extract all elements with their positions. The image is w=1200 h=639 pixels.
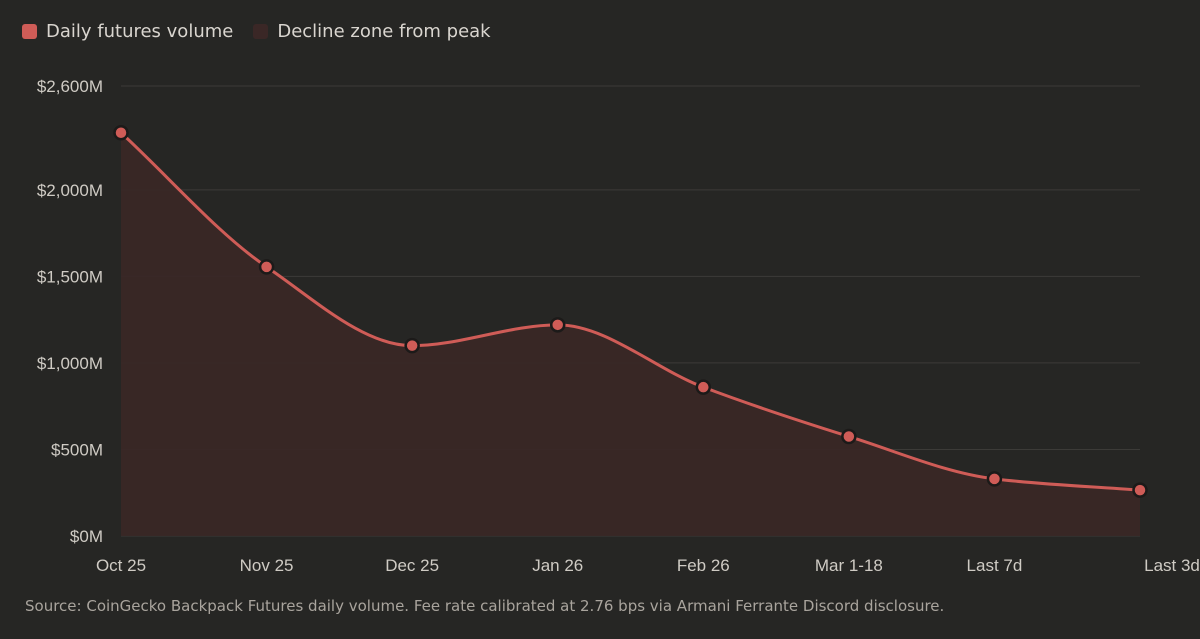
volume-data-point [695, 379, 712, 395]
legend-label-decline-zone: Decline zone from peak [277, 21, 491, 42]
legend-swatch-decline-zone [253, 24, 269, 39]
decline-zone-area [121, 132, 1140, 536]
x-tick-label: Mar 1-18 [815, 556, 883, 575]
chart-legend: Daily futures volume Decline zone from p… [22, 21, 511, 42]
legend-swatch-volume [22, 24, 37, 39]
x-tick-label: Feb 26 [677, 556, 730, 575]
source-note: Source: CoinGecko Backpack Futures daily… [25, 597, 945, 615]
x-tick-label: Nov 25 [240, 556, 294, 575]
volume-data-point [841, 428, 857, 445]
volume-data-point [113, 124, 129, 141]
x-tick-label: Last 7d [967, 556, 1023, 575]
legend-item-decline-zone: Decline zone from peak [253, 21, 491, 42]
volume-data-points [113, 124, 1148, 498]
x-axis-ticks: Oct 25 Nov 25 Dec 25 Jan 26 Feb 26 Mar 1-18 La… [96, 556, 1200, 575]
y-tick-label: $500M [51, 440, 103, 459]
y-tick-label: $1,000M [37, 354, 103, 373]
volume-data-point [404, 337, 420, 354]
y-tick-label: $1,500M [37, 267, 103, 286]
volume-data-point [549, 317, 566, 333]
decline-zone-fill [121, 132, 1140, 536]
legend-item-volume: Daily futures volume [22, 21, 233, 42]
legend-label-volume: Daily futures volume [46, 21, 234, 42]
volume-data-point [258, 259, 275, 275]
x-tick-label: Jan 26 [532, 556, 583, 575]
y-axis-ticks: $0M $500M $1,000M $1,500M $2,000M $2,600M [37, 77, 103, 546]
volume-data-point [986, 471, 1003, 487]
volume-data-point [1132, 482, 1148, 498]
x-tick-label: Oct 25 [96, 556, 146, 575]
y-tick-label: $2,000M [37, 181, 103, 200]
y-tick-label: $0M [70, 527, 103, 546]
y-tick-label: $2,600M [37, 77, 103, 96]
x-tick-label: Last 3d [1144, 556, 1200, 575]
x-tick-label: Dec 25 [385, 556, 439, 575]
